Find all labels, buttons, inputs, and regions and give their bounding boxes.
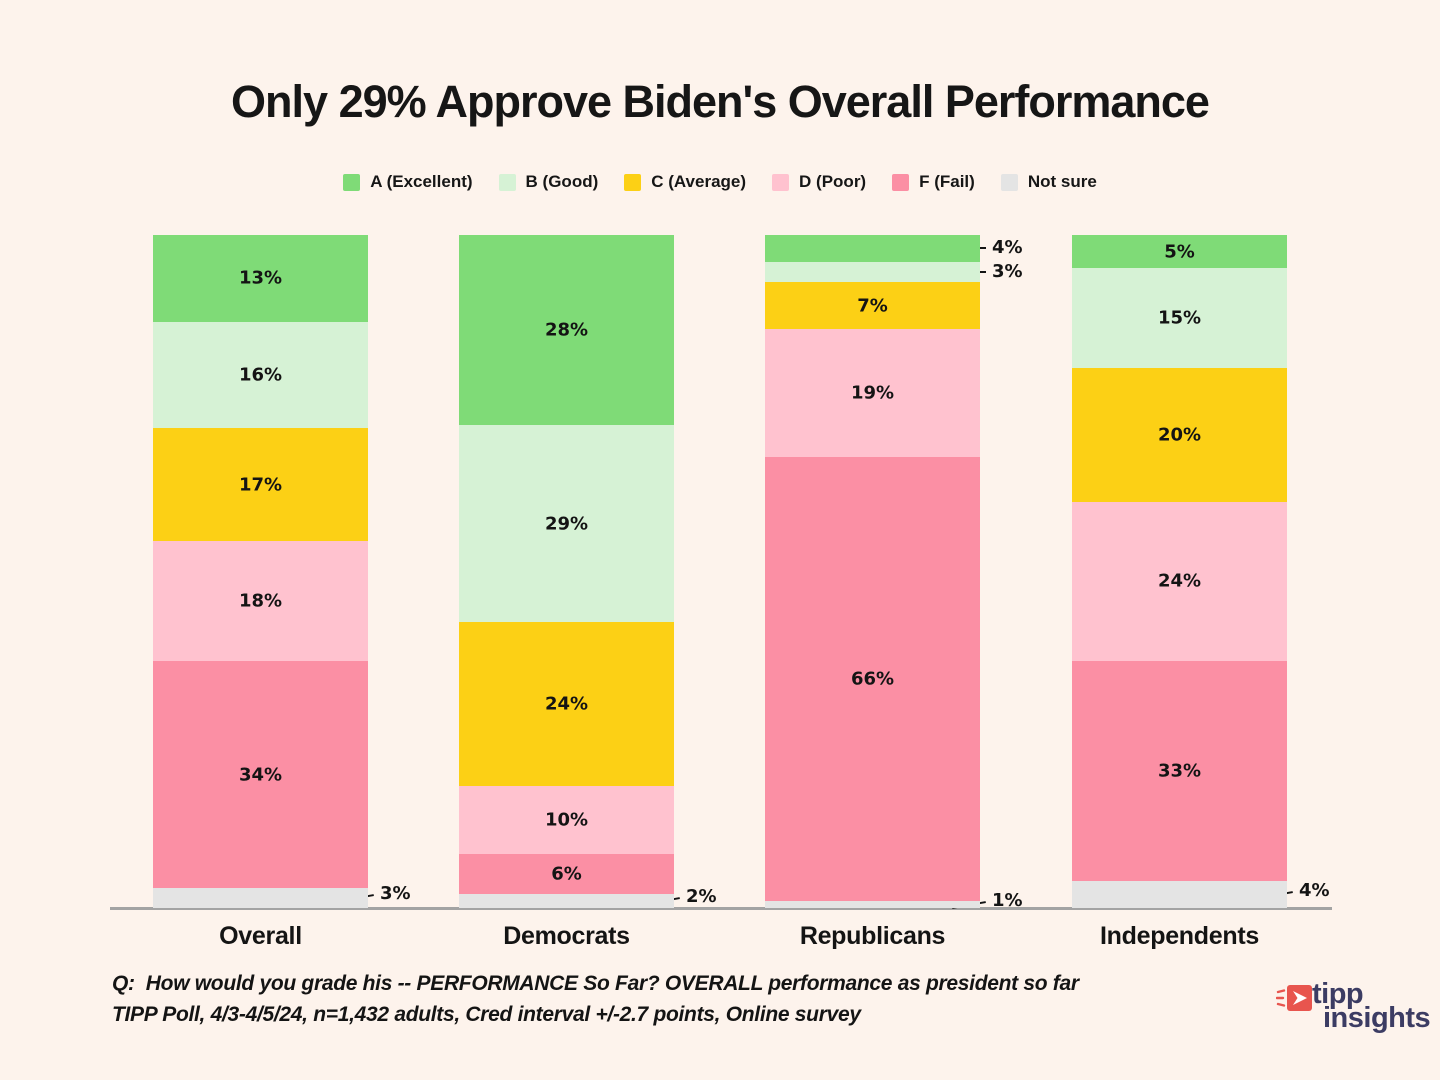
segment-value-label: 24% [1157, 570, 1202, 592]
bar-segment: 33% [1072, 661, 1287, 882]
poll-source-text: TIPP Poll, 4/3-4/5/24, n=1,432 adults, C… [112, 1003, 861, 1026]
chart-legend: A (Excellent) B (Good) C (Average) D (Poor)… [0, 172, 1440, 192]
legend-item: B (Good) [498, 172, 599, 192]
bar-segment [765, 235, 980, 262]
outside-value-label: 3% [380, 883, 411, 904]
bar-independents: 5% 15% 20% 24% 33% [1072, 235, 1287, 908]
logo-wordmark-line2: insights [1323, 1002, 1431, 1034]
logo-wordmark-line1: tipp [1312, 978, 1364, 1010]
category-label-independents: Independents [1100, 922, 1259, 950]
outside-value-label: 4% [992, 237, 1023, 259]
poll-question-text: Q: How would you grade his -- PERFORMANC… [112, 972, 1079, 995]
segment-value-label: 13% [238, 267, 283, 289]
segment-value-label: 29% [544, 513, 589, 535]
segment-value-label: 16% [238, 364, 283, 386]
legend-swatch [624, 173, 642, 191]
bar-segment: 18% [153, 541, 368, 662]
bar-segment: 16% [153, 321, 368, 429]
megaphone-logo-icon [1275, 985, 1312, 1011]
bar-segment: 34% [153, 661, 368, 888]
bar-segment [765, 261, 980, 283]
bar-segment [459, 894, 674, 908]
bar-segment: 13% [153, 235, 368, 322]
category-label-democrats: Democrats [503, 922, 630, 950]
bar-segment [1072, 881, 1287, 908]
segment-value-label: 10% [544, 809, 589, 831]
legend-item: Not sure [1000, 172, 1097, 192]
legend-label: C (Average) [651, 172, 747, 191]
bar-democrats: 28% 29% 24% 10% 6% [459, 235, 674, 908]
legend-item: F (Fail) [892, 172, 975, 192]
segment-value-label: 20% [1157, 424, 1202, 446]
bar-segment: 24% [459, 622, 674, 786]
legend-swatch [1000, 173, 1018, 191]
category-label-republicans: Republicans [799, 922, 946, 950]
bar-segment: 15% [1072, 268, 1287, 369]
legend-item: A (Excellent) [343, 172, 473, 192]
outside-value-label: 4% [1299, 879, 1330, 901]
segment-value-label: 33% [1157, 760, 1202, 782]
bar-republicans: 7% 19% 66% [765, 235, 980, 908]
bar-segment: 7% [765, 282, 980, 330]
tipp-insights-logo: tipp insights [1275, 978, 1436, 1034]
segment-value-label: 19% [850, 382, 895, 404]
bar-overall: 13% 16% 17% 18% 34% [153, 235, 368, 908]
bar-segment: 29% [459, 425, 674, 623]
legend-swatch [498, 173, 516, 191]
bar-segment [765, 901, 980, 908]
bar-segment: 5% [1072, 235, 1287, 269]
x-axis-line [110, 907, 1332, 910]
legend-swatch [892, 173, 910, 191]
bar-segment: 6% [459, 853, 674, 895]
bar-segment: 17% [153, 428, 368, 542]
footer-notes: Q: How would you grade his -- PERFORMANC… [112, 968, 1079, 1030]
outside-value-label: 3% [992, 261, 1023, 282]
bar-segment [153, 887, 368, 908]
bar-segment: 10% [459, 785, 674, 854]
segment-value-label: 24% [544, 693, 589, 715]
segment-value-label: 6% [551, 863, 582, 885]
category-label-overall: Overall [219, 922, 302, 950]
legend-label: D (Poor) [799, 172, 867, 191]
segment-value-label: 17% [238, 474, 283, 496]
bar-segment: 24% [1072, 501, 1287, 662]
segment-value-label: 66% [850, 668, 895, 690]
legend-swatch [772, 173, 790, 191]
bar-segment: 28% [459, 235, 674, 426]
bar-segment: 20% [1072, 368, 1287, 502]
legend-label: A (Excellent) [370, 172, 473, 191]
legend-item: C (Average) [624, 172, 746, 192]
segment-value-label: 28% [544, 319, 589, 341]
legend-label: F (Fail) [919, 172, 975, 191]
bar-segment: 66% [765, 457, 980, 902]
legend-label: B (Good) [525, 172, 599, 191]
legend-item: D (Poor) [772, 172, 866, 192]
chart-title: Only 29% Approve Biden's Overall Perform… [231, 76, 1210, 127]
legend-label: Not sure [1027, 172, 1097, 191]
bar-segment: 19% [765, 329, 980, 458]
legend-swatch [343, 173, 361, 191]
segment-value-label: 5% [1164, 241, 1195, 263]
outside-value-label: 1% [992, 889, 1023, 911]
segment-value-label: 7% [857, 295, 888, 317]
segment-value-label: 34% [238, 764, 283, 786]
segment-value-label: 15% [1157, 307, 1202, 329]
outside-value-label: 2% [686, 886, 717, 908]
segment-value-label: 18% [238, 590, 283, 612]
